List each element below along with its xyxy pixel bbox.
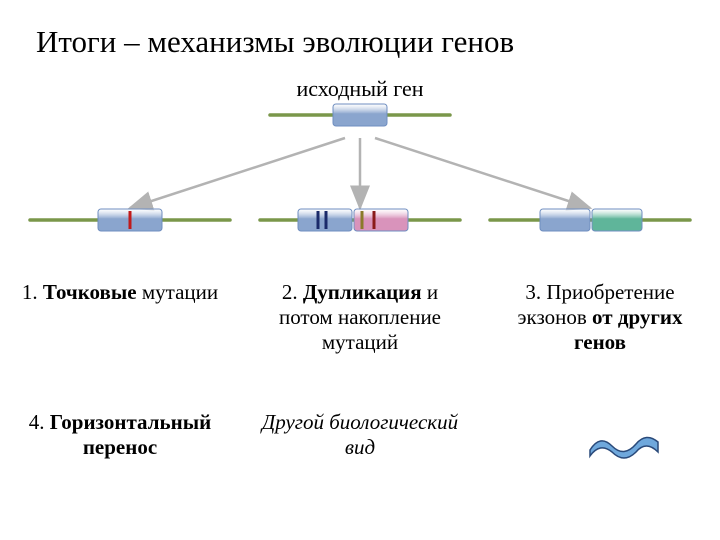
desc-1-rest: мутации (137, 280, 219, 304)
desc-1: 1. Точковые мутации (0, 280, 240, 356)
desc-1-bold: Точковые (43, 280, 137, 304)
desc-2-bold: Дупликация (303, 280, 422, 304)
desc-3-num: 3. (525, 280, 546, 304)
desc-4-num: 4. (29, 410, 50, 434)
descriptions-row: 1. Точковые мутации 2. Дупликация и пото… (0, 280, 720, 356)
desc-2: 2. Дупликация и потом накопление мутаций (240, 280, 480, 356)
desc-2-num: 2. (282, 280, 303, 304)
slide-title: Итоги – механизмы эволюции генов (36, 24, 514, 60)
wave-icon (588, 430, 660, 462)
other-species-label: Другой биологический вид (240, 410, 480, 460)
desc-4: 4. Горизонтальный перенос (0, 410, 240, 460)
desc-4-bold: Горизонтальный перенос (50, 410, 211, 459)
other-species-text: Другой биологический вид (262, 410, 458, 459)
desc-3: 3. Приобретение экзонов от других генов (480, 280, 720, 356)
source-gene-label: исходный ген (0, 76, 720, 102)
evolution-diagram (0, 100, 720, 270)
desc-1-num: 1. (22, 280, 43, 304)
